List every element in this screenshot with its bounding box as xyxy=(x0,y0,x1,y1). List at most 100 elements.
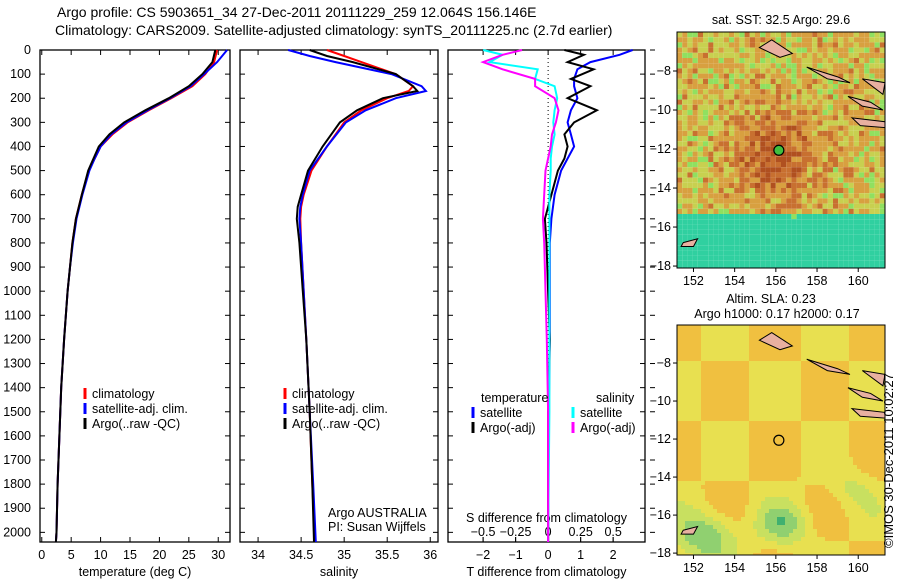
map-cell xyxy=(729,341,733,345)
map-cell xyxy=(841,449,845,453)
map-cell xyxy=(737,461,741,465)
map-cell xyxy=(801,110,807,116)
map-cell xyxy=(775,68,781,74)
map-cell xyxy=(755,250,761,256)
map-cell xyxy=(829,377,833,381)
map-cell xyxy=(845,433,849,437)
map-cell xyxy=(693,333,697,337)
map-cell xyxy=(745,417,749,421)
map-cell xyxy=(837,341,841,345)
map-cell xyxy=(853,497,857,501)
map-cell xyxy=(697,441,701,445)
map-cell xyxy=(769,505,773,509)
map-cell xyxy=(708,234,714,240)
map-cell xyxy=(869,349,873,353)
map-cell xyxy=(770,115,776,121)
map-cell xyxy=(687,141,693,147)
map-cell xyxy=(749,365,753,369)
map-cell xyxy=(845,489,849,493)
map-cell xyxy=(677,385,681,389)
map-cell xyxy=(845,501,849,505)
map-cell xyxy=(744,193,750,199)
map-cell xyxy=(677,449,681,453)
map-cell xyxy=(869,513,873,517)
map-cell xyxy=(741,485,745,489)
map-cell xyxy=(801,533,805,537)
map-cell xyxy=(761,341,765,345)
map-cell xyxy=(692,255,698,261)
map-cell xyxy=(741,501,745,505)
map-cell xyxy=(869,505,873,509)
map-cell xyxy=(765,413,769,417)
map-cell xyxy=(713,32,719,38)
map-cell xyxy=(817,193,823,199)
map-cell xyxy=(833,329,837,333)
map-cell xyxy=(749,172,755,178)
map-cell xyxy=(874,136,880,142)
map-cell xyxy=(745,493,749,497)
map-cell xyxy=(737,545,741,549)
map-cell xyxy=(817,437,821,441)
map-cell xyxy=(833,240,839,246)
map-cell xyxy=(677,229,683,235)
map-cell xyxy=(793,389,797,393)
map-cell xyxy=(865,521,869,525)
map-cell xyxy=(781,229,787,235)
map-cell xyxy=(717,517,721,521)
map-cell xyxy=(807,37,813,43)
map-cell xyxy=(843,63,849,69)
map-cell xyxy=(833,485,837,489)
map-cell xyxy=(797,513,801,517)
map-cell xyxy=(821,377,825,381)
map-cell xyxy=(859,42,865,48)
map-cell xyxy=(744,229,750,235)
map-cell xyxy=(745,421,749,425)
map-cell xyxy=(805,453,809,457)
map-cell xyxy=(757,493,761,497)
map-cell xyxy=(760,151,766,157)
map-cell xyxy=(723,208,729,214)
map-cell xyxy=(848,250,854,256)
map-cell xyxy=(729,449,733,453)
map-cell xyxy=(829,401,833,405)
map-cell xyxy=(817,58,823,64)
map-cell xyxy=(813,349,817,353)
map-cell xyxy=(721,349,725,353)
map-cell xyxy=(697,94,703,100)
map-cell xyxy=(745,377,749,381)
map-cell xyxy=(697,73,703,79)
map-cell xyxy=(677,473,681,477)
map-cell xyxy=(833,52,839,58)
map-cell xyxy=(677,373,681,377)
map-cell xyxy=(744,141,750,147)
map-cell xyxy=(874,37,880,43)
map-cell xyxy=(827,151,833,157)
map-cell xyxy=(786,42,792,48)
map-cell xyxy=(874,156,880,162)
map-cell xyxy=(841,525,845,529)
map-cell xyxy=(843,115,849,121)
map-cell xyxy=(685,425,689,429)
map-cell xyxy=(781,78,787,84)
map-cell xyxy=(781,156,787,162)
map-cell xyxy=(737,469,741,473)
map-cell xyxy=(713,229,719,235)
map-cell xyxy=(753,393,757,397)
map-cell xyxy=(753,441,757,445)
map-cell xyxy=(701,417,705,421)
map-cell xyxy=(741,513,745,517)
map-cell xyxy=(697,52,703,58)
map-cell xyxy=(701,509,705,513)
map-cell xyxy=(789,397,793,401)
map-cell xyxy=(791,203,797,209)
map-cell xyxy=(739,234,745,240)
map-cell xyxy=(729,266,735,268)
map-cell xyxy=(869,465,873,469)
map-cell xyxy=(755,266,761,268)
map-cell xyxy=(708,37,714,43)
map-cell xyxy=(822,255,828,261)
map-cell xyxy=(822,130,828,136)
map-cell xyxy=(729,433,733,437)
argo-position-marker xyxy=(773,144,785,156)
map-cell xyxy=(864,255,870,261)
